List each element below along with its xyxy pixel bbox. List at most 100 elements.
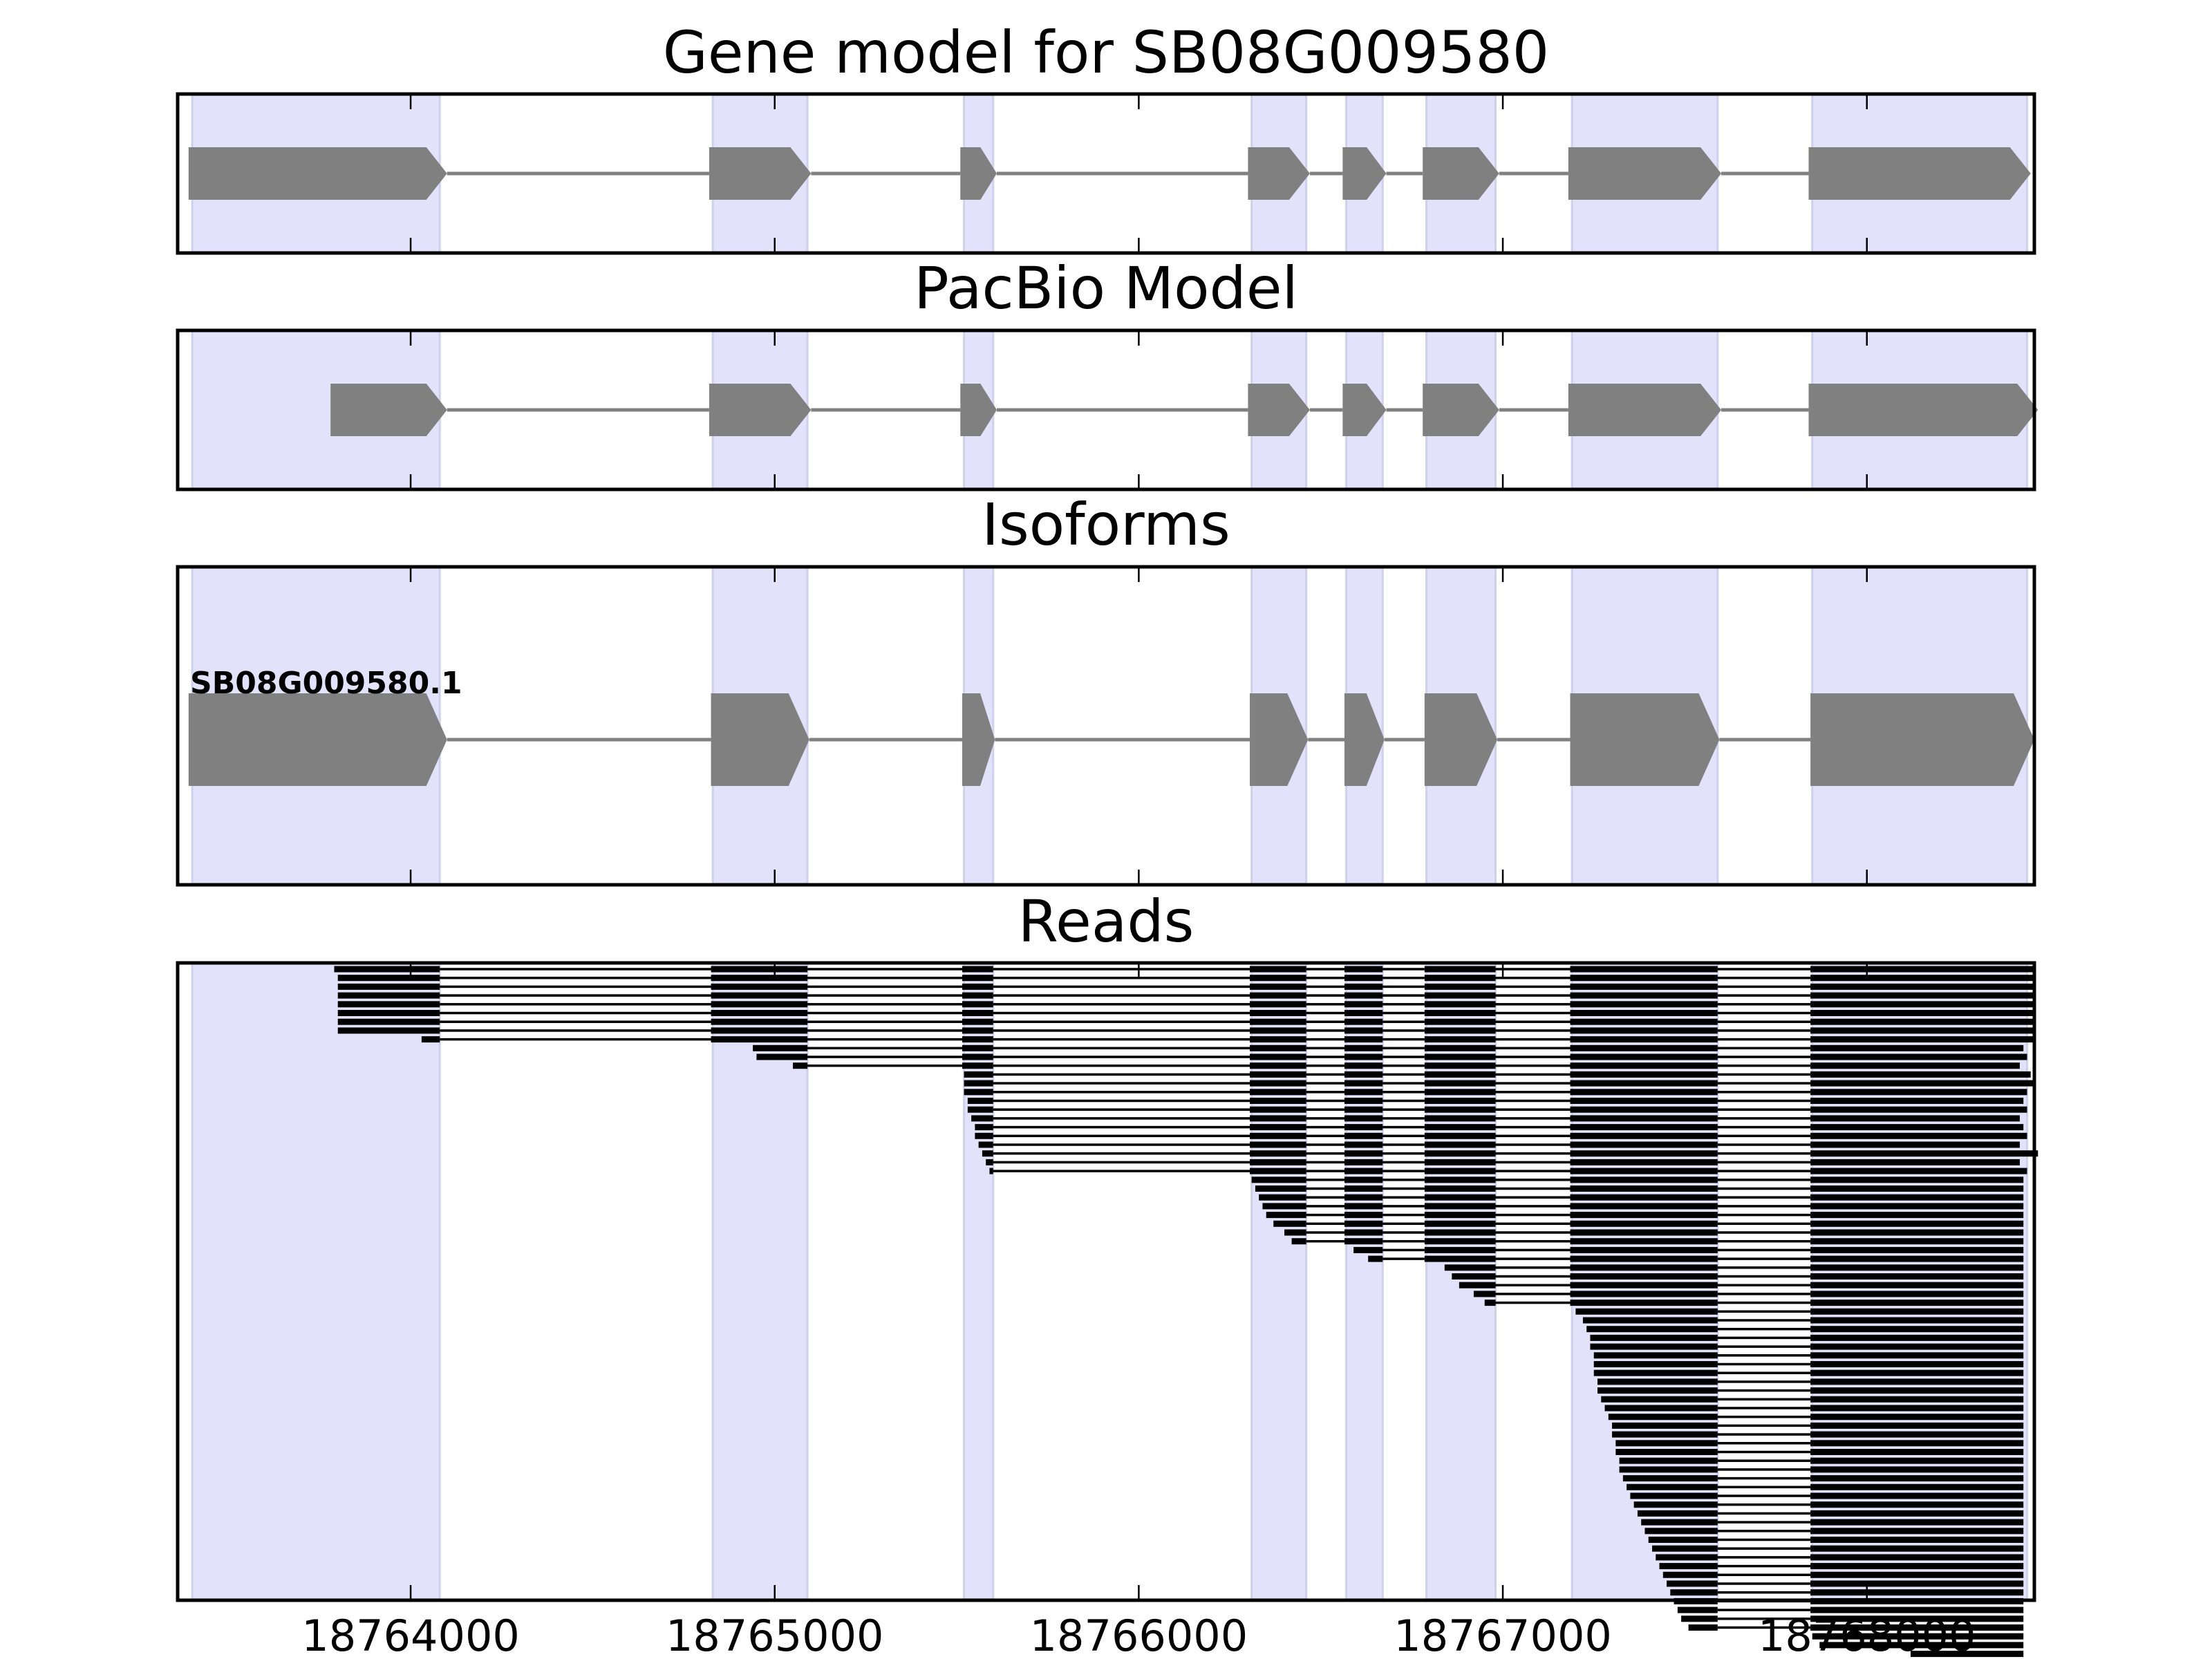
read-exon xyxy=(1344,1132,1383,1139)
read-exon xyxy=(1810,1510,2024,1517)
read-exon xyxy=(793,1062,808,1069)
read-exon xyxy=(1424,1185,1496,1192)
read-exon xyxy=(337,992,440,999)
read-exon xyxy=(1424,1001,1496,1008)
read-exon xyxy=(1612,1431,1718,1438)
read-exon xyxy=(1424,1177,1496,1183)
read xyxy=(1291,1238,2024,1245)
read-exon xyxy=(1810,983,2034,990)
read-intron xyxy=(440,1020,711,1023)
read-intron xyxy=(1717,1371,1811,1374)
x-tick-label: 18768000 xyxy=(1758,1611,1976,1659)
read-exon xyxy=(962,966,993,973)
read-exon xyxy=(1810,1089,2027,1096)
read-exon xyxy=(1662,1571,1718,1578)
read-exon xyxy=(1344,1062,1383,1069)
read-intron xyxy=(1495,1064,1571,1067)
read-exon xyxy=(1810,1168,2027,1174)
read-exon xyxy=(1637,1510,1718,1517)
read-intron xyxy=(1306,1082,1344,1085)
read-exon xyxy=(1291,1238,1306,1245)
read-exon xyxy=(1810,1545,2024,1552)
read-exon xyxy=(1344,1203,1383,1210)
read-exon xyxy=(1250,1124,1306,1131)
read-intron xyxy=(1717,1222,1811,1226)
read-intron xyxy=(1306,968,1344,971)
read-intron xyxy=(1717,1319,1811,1322)
read-exon xyxy=(1344,1124,1383,1131)
read-exon xyxy=(1344,1053,1383,1060)
exon-highlight-band xyxy=(191,962,441,1602)
read-exon xyxy=(1615,1440,1718,1447)
read-exon xyxy=(1284,1229,1306,1236)
read xyxy=(337,975,2034,982)
read-intron xyxy=(1495,968,1571,971)
read xyxy=(1652,1545,2024,1552)
read xyxy=(1444,1264,2024,1271)
read-intron xyxy=(1717,1494,1811,1497)
read-intron xyxy=(1717,1161,1811,1164)
read-intron xyxy=(440,1011,711,1015)
read-exon xyxy=(1570,1159,1718,1165)
read-exon xyxy=(1250,1062,1306,1069)
read-intron xyxy=(1717,968,1811,971)
read-exon xyxy=(1344,1080,1383,1087)
read-intron xyxy=(440,1029,711,1032)
read-exon xyxy=(1810,1317,2024,1324)
read xyxy=(1590,1334,2024,1341)
read-exon xyxy=(1344,1141,1383,1148)
read-exon xyxy=(1353,1246,1383,1253)
read-intron xyxy=(1717,1047,1811,1050)
read-intron xyxy=(1495,1082,1571,1085)
read-exon xyxy=(1424,1246,1496,1253)
read-intron xyxy=(993,1161,1250,1164)
read-intron xyxy=(1717,1503,1811,1506)
read-intron xyxy=(1717,1442,1811,1445)
read-intron xyxy=(1306,1179,1344,1181)
read-intron xyxy=(1717,1609,1811,1611)
read-exon xyxy=(1424,1220,1496,1227)
read-intron xyxy=(1717,1187,1811,1190)
read-intron xyxy=(1382,1029,1425,1032)
read-intron xyxy=(1306,1029,1344,1032)
read xyxy=(756,1053,2027,1060)
read-exon xyxy=(1810,1185,2024,1192)
read-exon xyxy=(967,1106,993,1113)
read-intron xyxy=(993,1003,1250,1006)
read-intron xyxy=(1717,1582,1811,1585)
read-intron xyxy=(1717,1266,1811,1269)
read-exon xyxy=(1424,966,1496,973)
exon-block xyxy=(962,693,995,786)
read-exon xyxy=(1344,1098,1383,1104)
read xyxy=(1452,1273,2024,1280)
read-exon xyxy=(711,1010,808,1016)
read-exon xyxy=(1570,1185,1718,1192)
read xyxy=(1637,1510,2024,1517)
read-exon xyxy=(1644,1528,1718,1535)
read-exon xyxy=(962,1062,993,1069)
read-exon xyxy=(1344,1168,1383,1174)
read-intron xyxy=(1382,1003,1425,1006)
read-exon xyxy=(1250,966,1306,973)
read xyxy=(975,1124,2024,1131)
read-exon xyxy=(1810,1177,2024,1183)
read-exon xyxy=(1810,1352,2024,1359)
read-exon xyxy=(1570,1098,1718,1104)
read-exon xyxy=(1424,1010,1496,1016)
read-intron xyxy=(1717,1345,1811,1348)
read-intron xyxy=(1382,1205,1425,1208)
read-intron xyxy=(993,1152,1250,1155)
read-exon xyxy=(1593,1352,1718,1359)
read xyxy=(1615,1449,2024,1455)
read-intron xyxy=(1717,994,1811,997)
read-exon xyxy=(1570,1246,1718,1253)
read-exon xyxy=(711,1036,808,1043)
read-exon xyxy=(1424,1238,1496,1245)
read-intron xyxy=(1717,1038,1811,1041)
read-exon xyxy=(1570,1203,1718,1210)
title-isoforms: Isoforms xyxy=(982,491,1230,559)
read-intron xyxy=(1306,1231,1344,1234)
read-intron xyxy=(1306,985,1344,988)
read-exon xyxy=(337,983,440,990)
read-exon xyxy=(1570,966,1718,973)
